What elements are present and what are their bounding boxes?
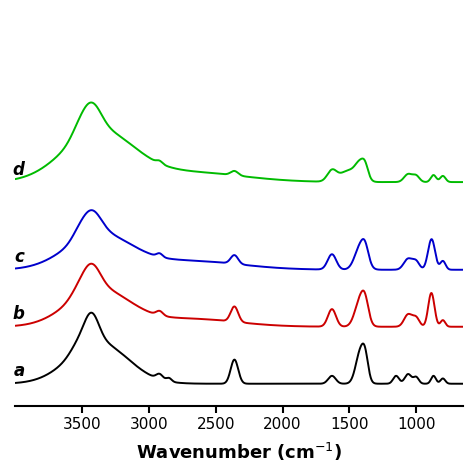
Text: a: a	[13, 362, 25, 380]
Text: c: c	[15, 248, 25, 266]
X-axis label: Wavenumber (cm$^{-1}$): Wavenumber (cm$^{-1}$)	[136, 441, 342, 463]
Text: b: b	[13, 305, 25, 323]
Text: d: d	[13, 161, 25, 179]
